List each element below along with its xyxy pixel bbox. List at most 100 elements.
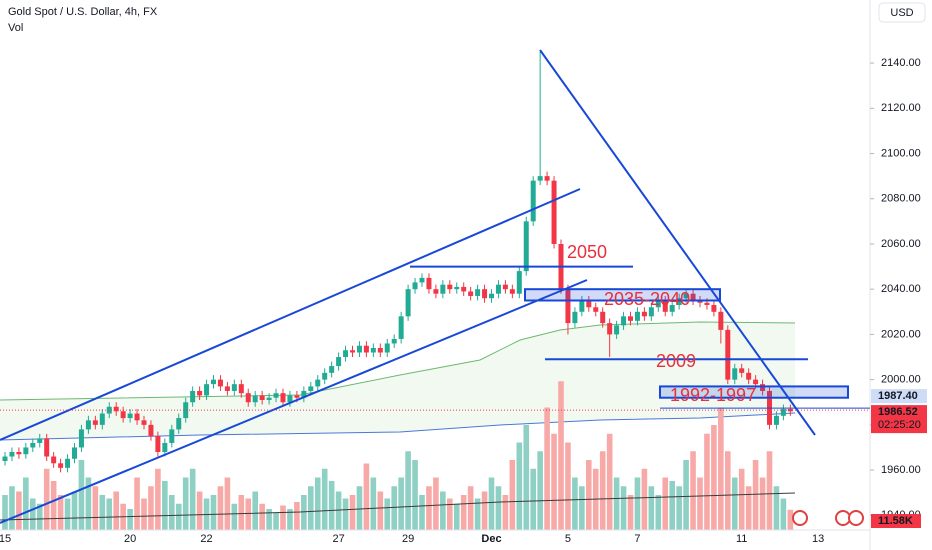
candle-body <box>127 413 133 419</box>
volume-bar <box>23 477 29 530</box>
x-tick-label: 11 <box>736 533 747 545</box>
candle-body <box>433 289 439 294</box>
volume-bar <box>384 498 391 530</box>
volume-bar <box>558 381 564 530</box>
volume-bar <box>398 477 404 530</box>
candle-body <box>238 384 244 394</box>
volume-bar <box>606 433 613 530</box>
price-tag <box>871 389 927 404</box>
volume-bar <box>495 486 502 530</box>
volume-bar <box>718 407 724 530</box>
candle-body <box>329 366 335 373</box>
candle-body <box>509 289 515 294</box>
candle-body <box>669 305 675 312</box>
candle-body <box>607 323 613 335</box>
volume-bar <box>189 468 196 530</box>
candle-body <box>447 284 453 290</box>
volume-bar <box>134 477 140 530</box>
event-icon[interactable] <box>848 510 864 526</box>
candle-body <box>544 176 550 181</box>
candle-body <box>322 372 328 380</box>
candle-body <box>294 395 300 398</box>
volume-bar <box>252 491 258 530</box>
volume-bar <box>30 498 36 530</box>
volume-bar <box>467 486 474 530</box>
candle-body <box>113 406 119 412</box>
candle-body <box>426 277 432 290</box>
candle-body <box>523 221 529 272</box>
zone-label: 2035-2040 <box>604 289 690 309</box>
volume-bar <box>780 498 787 530</box>
volume-bar <box>565 442 571 530</box>
candle-body <box>572 311 578 324</box>
candle-body <box>308 386 314 391</box>
volume-bar <box>259 503 265 530</box>
candle-body <box>489 293 494 299</box>
candle-body <box>363 345 369 353</box>
volume-bar <box>502 495 509 530</box>
candle-body <box>495 284 501 294</box>
volume-bar <box>745 486 752 530</box>
volume-bar <box>280 505 286 530</box>
candle-body <box>600 311 606 324</box>
candle-body <box>273 393 279 398</box>
candle-body <box>134 413 140 421</box>
volume-bar <box>36 503 43 530</box>
candle-body <box>155 436 161 452</box>
volume-bar <box>523 425 530 530</box>
volume-bar <box>474 498 481 530</box>
candle-body <box>773 415 779 425</box>
currency-button[interactable] <box>878 2 926 23</box>
currency-label[interactable]: USD <box>890 7 913 19</box>
volume-bar <box>106 498 113 530</box>
volume-bar <box>196 491 203 530</box>
x-tick-label: 7 <box>634 533 640 545</box>
candle-body <box>231 384 237 391</box>
volume-bar <box>64 498 71 530</box>
volume-bar <box>613 477 620 530</box>
candle-body <box>391 338 397 344</box>
candle-body <box>183 402 189 419</box>
candle-body <box>593 307 599 312</box>
x-tick-label: 27 <box>332 533 344 545</box>
candle-body <box>377 347 383 353</box>
volume-bar <box>752 460 759 530</box>
volume-bar <box>412 460 418 530</box>
volume-bar <box>690 451 696 530</box>
volume-bar <box>210 495 217 530</box>
zone <box>524 288 721 302</box>
candle-body <box>343 350 349 358</box>
candle-body <box>419 277 425 283</box>
candle-body <box>461 286 467 292</box>
trend-line <box>0 188 581 441</box>
volume-bar <box>488 477 495 530</box>
y-tick-label: 2120.00 <box>881 102 921 114</box>
candle-body <box>211 379 216 385</box>
candle-body <box>197 390 203 396</box>
x-tick-label: 20 <box>124 533 136 545</box>
volume-bar <box>648 486 655 530</box>
volume-bar <box>551 433 557 530</box>
volume-bar <box>405 451 411 530</box>
volume-bar <box>447 498 453 530</box>
y-tick-label: 2060.00 <box>881 238 921 250</box>
volume-bar <box>363 463 370 530</box>
candle-body <box>176 418 182 430</box>
candle-body <box>51 456 57 464</box>
candle-body <box>440 284 446 294</box>
candle-body <box>252 395 258 403</box>
trend-line <box>539 49 816 436</box>
candle-body <box>148 424 154 437</box>
candle-body <box>99 413 105 425</box>
level-label: 2009 <box>656 351 696 371</box>
volume-bar <box>370 477 377 530</box>
candle-body <box>23 447 29 455</box>
ma-line <box>0 321 796 401</box>
volume-bar <box>697 477 703 530</box>
event-icon[interactable] <box>792 510 808 526</box>
event-icon[interactable] <box>835 510 851 526</box>
volume-bar <box>182 477 189 530</box>
volume-ma <box>0 492 796 521</box>
volume-layer <box>2 381 794 530</box>
x-tick-label: 13 <box>812 533 824 545</box>
